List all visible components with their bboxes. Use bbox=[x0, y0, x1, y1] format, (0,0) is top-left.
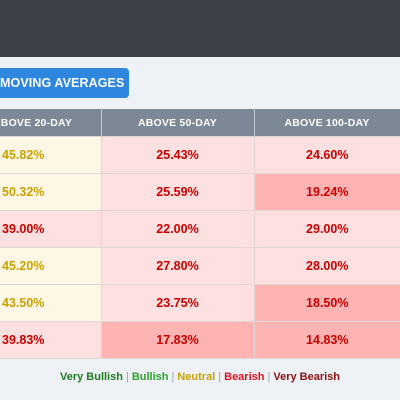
column-header-above-50-day[interactable]: ABOVE 50-DAY bbox=[101, 109, 255, 137]
cell-value: 17.83% bbox=[156, 333, 199, 347]
table-cell: 25.59% bbox=[100, 173, 255, 211]
table-row: 43.50% 23.75% 18.50% bbox=[0, 284, 400, 322]
table-row: 45.82% 25.43% 24.60% bbox=[0, 136, 400, 174]
legend-very-bullish: Very Bullish bbox=[59, 371, 123, 383]
table-row: 50.32% 25.59% 19.24% bbox=[0, 173, 400, 211]
table-row: 45.20% 27.80% 28.00% bbox=[0, 247, 400, 285]
legend-separator: | bbox=[218, 371, 222, 383]
table-cell: 45.82% bbox=[0, 136, 102, 174]
legend-bearish: Bearish bbox=[224, 371, 265, 383]
column-header-above-100-day[interactable]: ABOVE 100-DAY bbox=[254, 109, 400, 137]
moving-averages-button-label: MOVING AVERAGES bbox=[0, 76, 125, 90]
table-cell: 50.32% bbox=[0, 173, 102, 211]
table-row: 39.00% 22.00% 29.00% bbox=[0, 210, 400, 248]
cell-value: 25.43% bbox=[156, 148, 199, 162]
table-cell: 14.83% bbox=[253, 321, 400, 359]
table-cell: 39.83% bbox=[0, 321, 102, 359]
table-cell: 43.50% bbox=[0, 284, 102, 322]
table-cell: 27.80% bbox=[100, 247, 255, 285]
cell-value: 22.00% bbox=[156, 222, 199, 236]
cell-value: 14.83% bbox=[306, 333, 349, 347]
cell-value: 43.50% bbox=[2, 296, 45, 310]
table-cell: 19.24% bbox=[253, 173, 400, 211]
top-bar bbox=[0, 0, 400, 57]
cell-value: 19.24% bbox=[306, 185, 349, 199]
legend-very-bearish: Very Bearish bbox=[273, 371, 340, 383]
table-cell: 45.20% bbox=[0, 247, 102, 285]
table-cell: 28.00% bbox=[253, 247, 400, 285]
table-cell: 18.50% bbox=[253, 284, 400, 322]
table-cell: 25.43% bbox=[100, 136, 255, 174]
legend-separator: | bbox=[267, 371, 271, 383]
sentiment-legend: Very Bullish | Bullish | Neutral | Bearish | Ver… bbox=[0, 365, 400, 389]
table-cell: 23.75% bbox=[100, 284, 255, 322]
cell-value: 45.20% bbox=[2, 259, 45, 273]
cell-value: 50.32% bbox=[2, 185, 45, 199]
legend-neutral: Neutral bbox=[177, 371, 216, 383]
moving-averages-button[interactable]: MOVING AVERAGES bbox=[0, 68, 129, 98]
table-cell: 24.60% bbox=[253, 136, 400, 174]
cell-value: 18.50% bbox=[306, 296, 349, 310]
cell-value: 23.75% bbox=[156, 296, 199, 310]
table-cell: 17.83% bbox=[100, 321, 255, 359]
cell-value: 25.59% bbox=[156, 185, 199, 199]
cell-value: 27.80% bbox=[156, 259, 199, 273]
table-cell: 22.00% bbox=[100, 210, 255, 248]
cell-value: 39.83% bbox=[2, 333, 45, 347]
cell-value: 24.60% bbox=[306, 148, 349, 162]
cell-value: 28.00% bbox=[306, 259, 349, 273]
table-cell: 39.00% bbox=[0, 210, 102, 248]
cell-value: 39.00% bbox=[2, 222, 45, 236]
legend-separator: | bbox=[125, 371, 129, 383]
table-row: 39.83% 17.83% 14.83% bbox=[0, 321, 400, 359]
cell-value: 29.00% bbox=[306, 222, 349, 236]
legend-bullish: Bullish bbox=[131, 371, 169, 383]
legend-separator: | bbox=[171, 371, 175, 383]
cell-value: 45.82% bbox=[2, 148, 45, 162]
table-cell: 29.00% bbox=[253, 210, 400, 248]
table-header-row: ABOVE 20-DAY ABOVE 50-DAY ABOVE 100-DAY bbox=[0, 109, 400, 137]
column-header-above-20-day[interactable]: ABOVE 20-DAY bbox=[0, 109, 102, 137]
moving-averages-table: ABOVE 20-DAY ABOVE 50-DAY ABOVE 100-DAY … bbox=[0, 109, 400, 359]
